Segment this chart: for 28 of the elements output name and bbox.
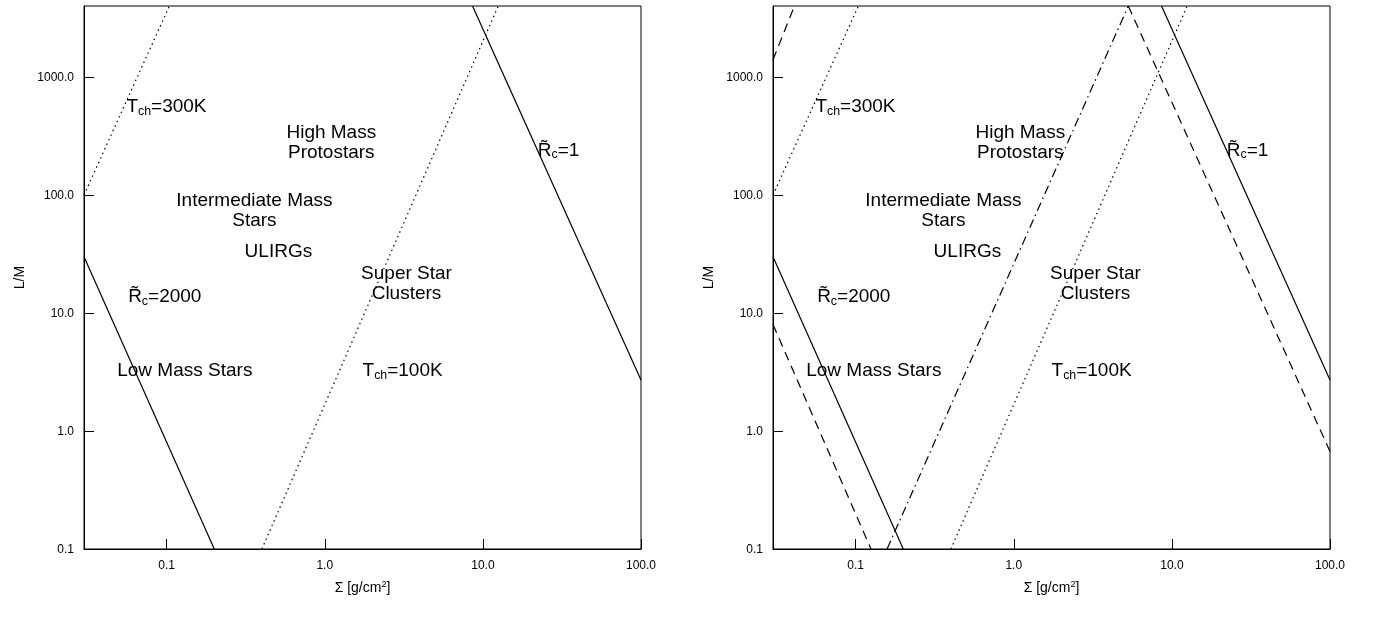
y-tick-label: 10.0 bbox=[50, 306, 75, 321]
x-tick-label: 0.1 bbox=[847, 558, 865, 572]
x-tick-label: 10.0 bbox=[471, 558, 495, 572]
y-axis-title: L/M bbox=[700, 265, 717, 290]
annotation: ULIRGs bbox=[933, 239, 1002, 261]
annotation: Super Star Clusters bbox=[1050, 262, 1142, 304]
x-tick-label: 100.0 bbox=[1314, 558, 1346, 572]
x-tick-label: 10.0 bbox=[1160, 558, 1184, 572]
annotation: High Mass Protostars bbox=[975, 120, 1066, 162]
annotation: Intermediate Mass Stars bbox=[176, 188, 333, 230]
annotation: Intermediate Mass Stars bbox=[865, 188, 1022, 230]
annotation: High Mass Protostars bbox=[286, 120, 377, 162]
x-tick-label: 100.0 bbox=[625, 558, 657, 572]
x-tick-label: 1.0 bbox=[316, 558, 334, 572]
y-axis-title: L/M bbox=[11, 265, 28, 290]
y-tick-label: 1000.0 bbox=[37, 70, 75, 85]
y-tick-label: 1.0 bbox=[746, 424, 764, 439]
y-tick-label: 100.0 bbox=[732, 188, 764, 203]
y-tick-label: 0.1 bbox=[57, 542, 75, 556]
y-tick-label: 10.0 bbox=[739, 306, 764, 321]
annotation: ULIRGs bbox=[244, 239, 313, 261]
x-tick-label: 0.1 bbox=[158, 558, 176, 572]
x-tick-label: 1.0 bbox=[1005, 558, 1023, 572]
annotation: Super Star Clusters bbox=[361, 262, 453, 304]
y-tick-label: 1000.0 bbox=[726, 70, 764, 85]
y-tick-label: 0.1 bbox=[746, 542, 764, 556]
y-tick-label: 100.0 bbox=[43, 188, 75, 203]
y-tick-label: 1.0 bbox=[57, 424, 75, 439]
